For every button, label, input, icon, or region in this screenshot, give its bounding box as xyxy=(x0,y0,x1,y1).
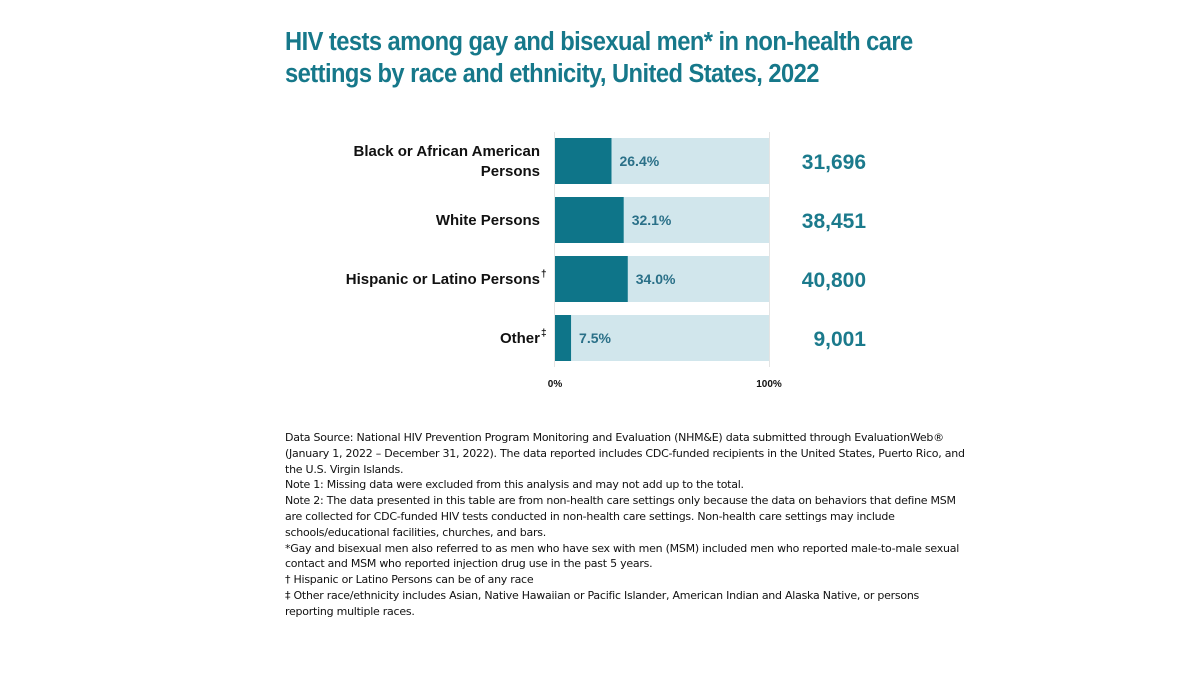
footnote-marker: † xyxy=(541,269,547,280)
bar-chart: 26.4% 31,696 Black or African American Pers… xyxy=(346,132,867,390)
bar-value-label: 7.5% xyxy=(579,330,611,346)
chart-title-line-1: HIV tests among gay and bisexual men* in… xyxy=(285,28,913,56)
count-label: 40,800 xyxy=(802,269,866,292)
x-tick-label: 100% xyxy=(756,379,782,390)
category-label: Persons xyxy=(481,163,540,180)
bar xyxy=(555,197,624,243)
bar-value-label: 32.1% xyxy=(632,212,672,228)
category-label: White Persons xyxy=(436,212,540,229)
note-1: Note 1: Missing data were excluded from … xyxy=(285,478,744,492)
bar xyxy=(555,138,612,184)
category-label: Hispanic or Latino Persons xyxy=(346,271,540,288)
bar xyxy=(555,315,572,361)
category-label: Other xyxy=(500,330,540,347)
bar-value-label: 26.4% xyxy=(619,153,659,169)
note-data-source: Data Source: National HIV Prevention Pro… xyxy=(285,431,965,476)
count-label: 38,451 xyxy=(802,210,867,233)
bar xyxy=(555,256,628,302)
category-label: Black or African American xyxy=(354,143,540,160)
note-other: ‡ Other race/ethnicity includes Asian, N… xyxy=(285,588,920,618)
footnotes: Data Source: National HIV Prevention Pro… xyxy=(285,430,965,620)
note-hispanic: † Hispanic or Latino Persons can be of a… xyxy=(285,573,534,587)
count-label: 9,001 xyxy=(813,328,866,351)
x-tick-label: 0% xyxy=(548,379,563,390)
chart-title: HIV tests among gay and bisexual men* in… xyxy=(285,26,936,90)
bar-value-label: 34.0% xyxy=(636,271,676,287)
note-2: Note 2: The data presented in this table… xyxy=(285,494,956,539)
count-label: 31,696 xyxy=(802,151,866,174)
footnote-marker: ‡ xyxy=(541,328,547,339)
note-msm-definition: *Gay and bisexual men also referred to a… xyxy=(285,541,960,571)
chart-title-line-2: settings by race and ethnicity, United S… xyxy=(285,60,819,88)
bar-track xyxy=(555,315,769,361)
